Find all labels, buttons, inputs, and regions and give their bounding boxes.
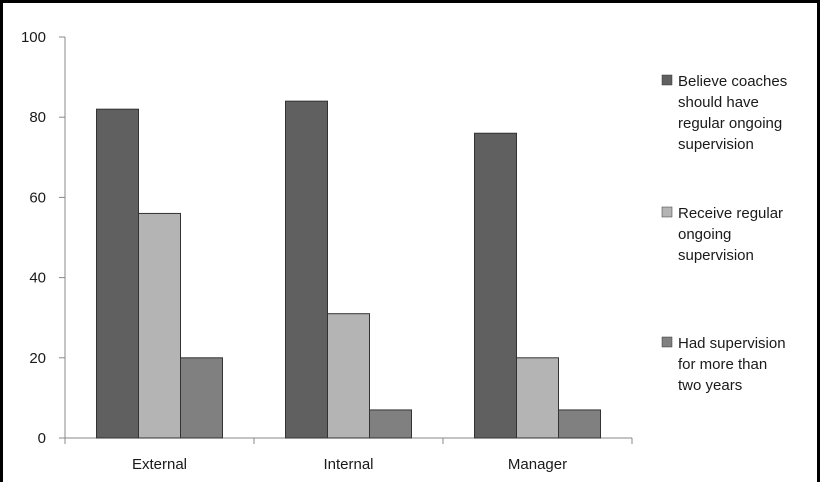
y-tick-label: 0	[38, 430, 46, 447]
bar-manager-series-2	[516, 357, 559, 439]
y-axis: 0 20 40 60 80 100	[21, 29, 66, 447]
legend-label: Receive regular	[678, 205, 783, 222]
frame-border-right	[817, 0, 820, 482]
legend-label: ongoing	[678, 226, 731, 243]
legend-label: for more than	[678, 356, 767, 373]
legend-label: two years	[678, 377, 742, 394]
bar-internal-series-3	[369, 409, 412, 439]
y-tick-label: 40	[29, 270, 46, 287]
bar-manager-series-3	[558, 409, 601, 439]
x-axis: External Internal Manager	[64, 437, 633, 473]
legend-label: supervision	[678, 136, 754, 153]
y-tick-label: 100	[21, 29, 46, 46]
bar-external-series-2	[138, 212, 181, 439]
bar-external-series-1	[96, 108, 139, 439]
legend-label: Believe coaches	[678, 73, 787, 90]
legend-label: Had supervision	[678, 335, 786, 352]
legend-swatch	[661, 336, 673, 348]
x-category-label: Manager	[508, 456, 567, 473]
bar-external-series-3	[180, 357, 223, 439]
bar-manager-series-1	[474, 132, 517, 439]
legend-swatch	[661, 206, 673, 218]
bar-internal-series-1	[285, 100, 328, 439]
frame-border-left	[0, 0, 3, 482]
bars	[96, 100, 601, 439]
y-tick-label: 20	[29, 350, 46, 367]
y-tick-label: 80	[29, 109, 46, 126]
x-category-label: External	[132, 456, 187, 473]
legend-label: supervision	[678, 247, 754, 264]
legend-label: should have	[678, 94, 759, 111]
x-category-label: Internal	[323, 456, 373, 473]
legend-label: regular ongoing	[678, 115, 782, 132]
y-tick-label: 60	[29, 189, 46, 206]
legend: Believe coaches should have regular ongoin…	[661, 73, 787, 394]
legend-swatch	[661, 74, 673, 86]
bar-internal-series-2	[327, 313, 370, 439]
frame-border-top	[0, 0, 820, 3]
